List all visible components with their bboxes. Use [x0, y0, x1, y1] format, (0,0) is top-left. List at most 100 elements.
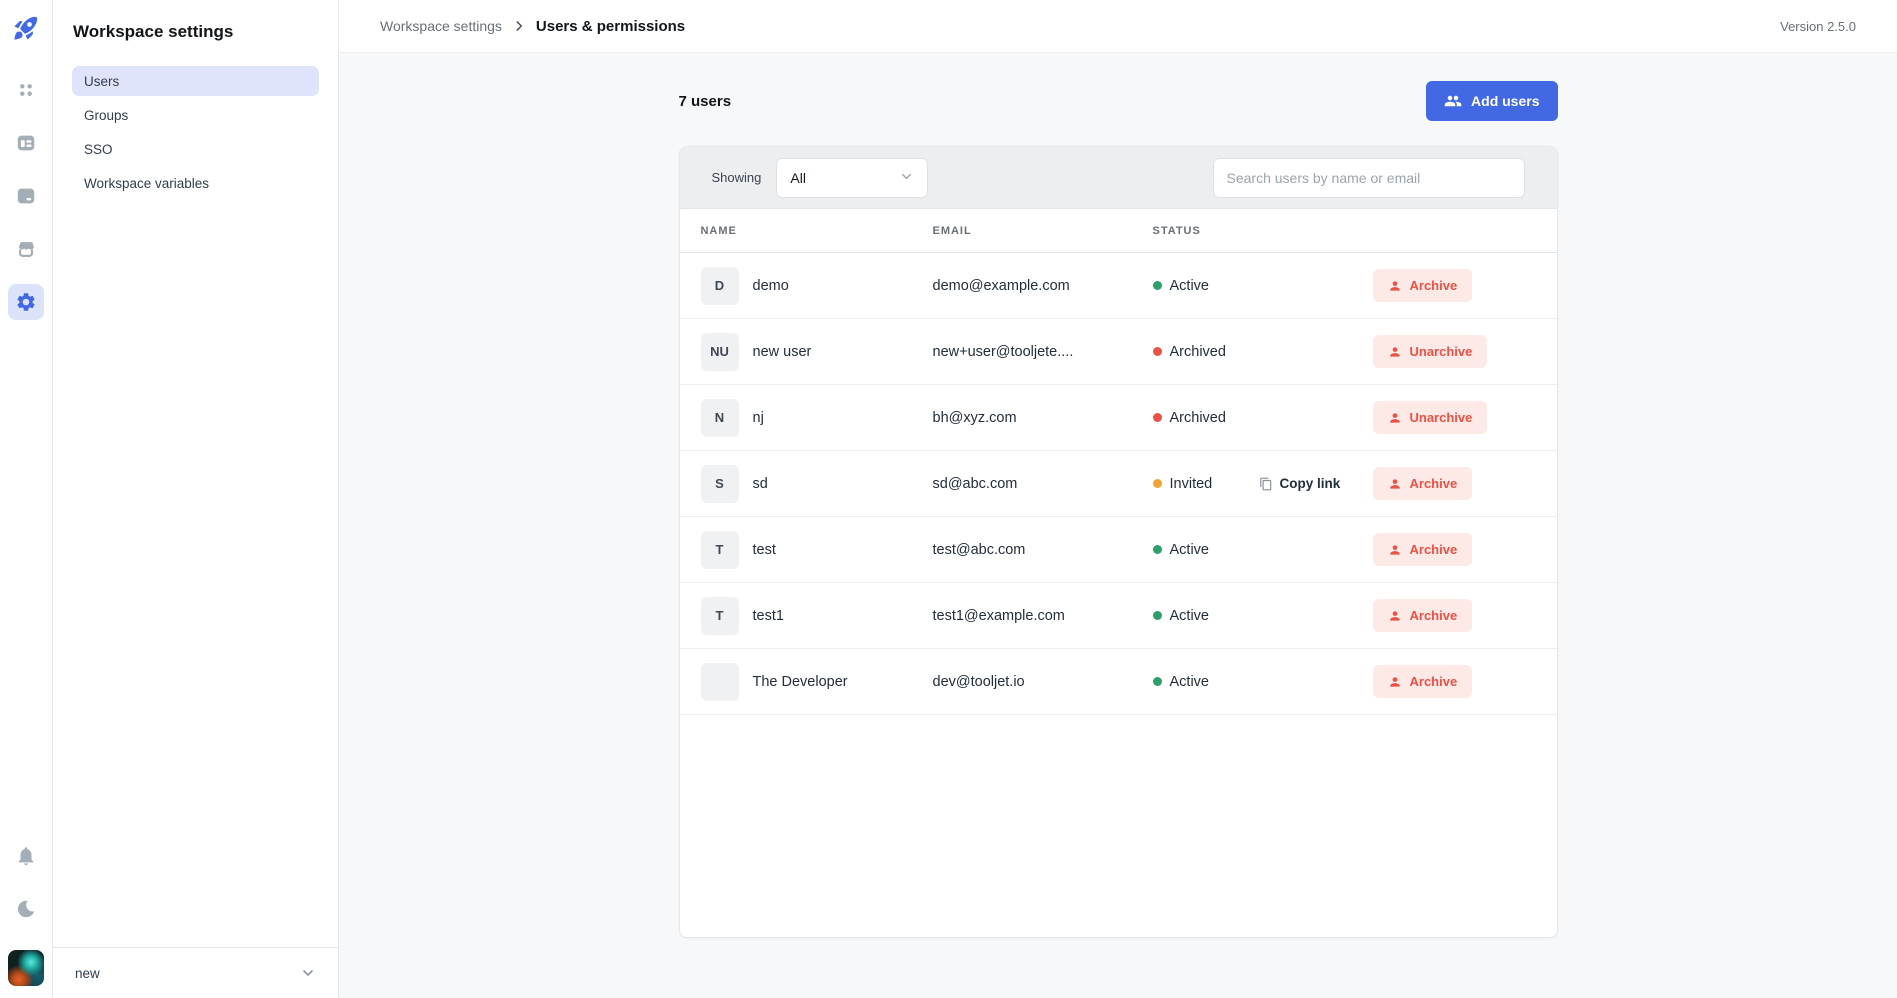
- status-dot: [1152, 347, 1162, 356]
- avatar-initials: NU: [710, 344, 729, 359]
- name-cell: NU new user: [700, 332, 933, 371]
- status-badge: Active: [1152, 541, 1233, 558]
- moon-icon[interactable]: [8, 891, 44, 927]
- workspace-avatar[interactable]: [8, 950, 44, 986]
- name-cell: T test: [700, 530, 933, 569]
- archive-toggle-label: Archive: [1409, 608, 1458, 623]
- archive-toggle-label: Archive: [1409, 674, 1458, 689]
- user-email: new+user@tooljete....: [932, 343, 1074, 360]
- status-cell: Active: [1152, 277, 1373, 294]
- workspace-switcher[interactable]: new: [53, 947, 338, 998]
- nav-label: SSO: [84, 141, 113, 157]
- status-label: Active: [1169, 541, 1210, 558]
- table-header: Name Email Status: [679, 209, 1557, 253]
- showing-label: Showing: [711, 170, 762, 185]
- status-cell: Active: [1152, 673, 1373, 690]
- status-label: Archived: [1169, 343, 1226, 360]
- column-header-status: Status: [1152, 224, 1201, 237]
- user-name: sd: [752, 475, 768, 492]
- settings-gear-icon[interactable]: [8, 284, 44, 320]
- sidebar-item-groups[interactable]: Groups: [72, 100, 319, 130]
- settings-sidebar: Workspace settings Users Groups SSO Work…: [53, 0, 339, 998]
- users-group-icon: [1444, 92, 1462, 110]
- nav-label: Workspace variables: [84, 175, 210, 191]
- action-cell: Archive: [1372, 467, 1536, 500]
- topbar: Workspace settings Users & permissions V…: [339, 0, 1897, 53]
- name-cell: The Developer: [700, 662, 933, 701]
- archive-toggle-button[interactable]: Unarchive: [1372, 401, 1488, 434]
- avatar-initials: T: [715, 542, 724, 557]
- user-name: test: [752, 541, 776, 558]
- apps-grid-icon[interactable]: [8, 72, 44, 108]
- sidebar-item-workspace-variables[interactable]: Workspace variables: [72, 168, 319, 198]
- user-email: sd@abc.com: [932, 475, 1018, 492]
- archive-user-icon: [1388, 543, 1402, 557]
- bell-icon[interactable]: [8, 838, 44, 874]
- status-badge: Active: [1152, 608, 1233, 624]
- archive-user-icon: [1388, 411, 1402, 425]
- status-badge: Active: [1152, 277, 1233, 294]
- user-avatar: N: [700, 398, 739, 437]
- column-header-email: Email: [932, 224, 972, 237]
- chevron-down-icon: [300, 965, 316, 981]
- table-row: N nj bh@xyz.com Archived Unarchive: [679, 385, 1557, 451]
- table-row: D demo demo@example.com Active Archive: [679, 253, 1557, 319]
- breadcrumb-parent[interactable]: Workspace settings: [380, 18, 502, 34]
- user-email: demo@example.com: [932, 277, 1070, 294]
- copy-link-button[interactable]: Copy link: [1259, 476, 1340, 491]
- archive-user-icon: [1388, 477, 1402, 491]
- status-dot: [1152, 545, 1162, 554]
- nav-label: Groups: [84, 107, 129, 123]
- archive-user-icon: [1388, 609, 1402, 623]
- search-input[interactable]: [1212, 157, 1525, 198]
- user-avatar: T: [700, 530, 739, 569]
- workspace-name: new: [75, 965, 100, 981]
- archive-toggle-button[interactable]: Unarchive: [1372, 335, 1488, 368]
- archive-toggle-button[interactable]: Archive: [1372, 467, 1473, 500]
- user-name: The Developer: [752, 673, 848, 690]
- user-email: test@abc.com: [932, 541, 1026, 558]
- status-dot: [1152, 677, 1162, 686]
- chevron-down-icon: [899, 169, 914, 187]
- add-users-button[interactable]: Add users: [1426, 81, 1558, 121]
- status-cell: Active: [1152, 541, 1373, 558]
- status-filter-select[interactable]: All: [776, 157, 929, 198]
- archive-toggle-button[interactable]: Archive: [1372, 599, 1473, 632]
- user-avatar: NU: [700, 332, 739, 371]
- database-icon[interactable]: [8, 178, 44, 214]
- archive-user-icon: [1388, 345, 1402, 359]
- page-body: 7 users Add users Showing All: [339, 53, 1897, 998]
- app-builder-icon[interactable]: [8, 125, 44, 161]
- archive-toggle-label: Archive: [1409, 542, 1458, 557]
- status-label: Active: [1169, 673, 1210, 690]
- settings-nav: Users Groups SSO Workspace variables: [53, 62, 338, 202]
- users-table-body: D demo demo@example.com Active Archive N…: [679, 253, 1557, 715]
- column-header-name: Name: [700, 224, 737, 237]
- marketplace-icon[interactable]: [8, 231, 44, 267]
- user-avatar: D: [700, 266, 739, 305]
- user-email: dev@tooljet.io: [932, 673, 1025, 690]
- archive-toggle-button[interactable]: Archive: [1372, 269, 1473, 302]
- archive-toggle-button[interactable]: Archive: [1372, 533, 1473, 566]
- chevron-right-icon: [512, 19, 526, 33]
- sidebar-item-sso[interactable]: SSO: [72, 134, 319, 164]
- archive-user-icon: [1388, 279, 1402, 293]
- status-cell: Invited Copy link: [1152, 476, 1373, 492]
- main-area: Workspace settings Users & permissions V…: [339, 0, 1897, 998]
- version-label: Version 2.5.0: [1780, 18, 1856, 34]
- sidebar-item-users[interactable]: Users: [72, 66, 319, 96]
- avatar-initials: N: [714, 410, 725, 425]
- name-cell: T test1: [700, 596, 933, 635]
- archive-toggle-label: Archive: [1409, 476, 1458, 491]
- action-cell: Unarchive: [1372, 401, 1536, 434]
- archive-toggle-label: Unarchive: [1409, 344, 1473, 359]
- rocket-logo-icon[interactable]: [12, 14, 40, 42]
- user-name: test1: [752, 607, 784, 624]
- action-cell: Archive: [1372, 599, 1536, 632]
- archive-toggle-button[interactable]: Archive: [1372, 665, 1473, 698]
- avatar-initials: T: [715, 608, 724, 623]
- status-label: Active: [1169, 277, 1210, 294]
- users-card: Showing All Name Email Status: [678, 146, 1558, 938]
- user-count-label: 7 users: [678, 92, 732, 110]
